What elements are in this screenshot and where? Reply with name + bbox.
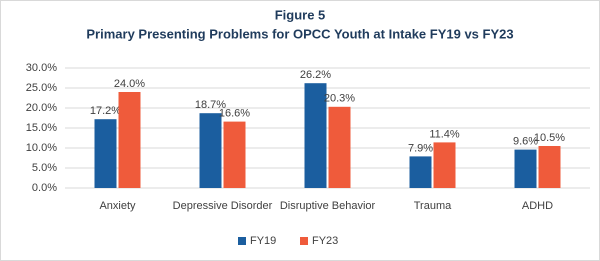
bar xyxy=(328,106,351,188)
value-label: 24.0% xyxy=(114,78,145,90)
x-tick-label: Trauma xyxy=(414,200,452,212)
y-tick-label: 10.0% xyxy=(26,142,57,154)
value-label: 17.2% xyxy=(90,105,121,117)
chart-subtitle: Primary Presenting Problems for OPCC You… xyxy=(86,26,513,41)
bar xyxy=(199,113,222,188)
value-label: 7.9% xyxy=(408,142,433,154)
x-tick-label: ADHD xyxy=(522,200,553,212)
y-tick-label: 25.0% xyxy=(26,82,57,94)
bar xyxy=(304,83,327,188)
bar xyxy=(94,119,117,188)
y-tick-label: 15.0% xyxy=(26,122,57,134)
bar xyxy=(538,146,561,188)
legend-swatch xyxy=(238,237,246,245)
y-tick-label: 30.0% xyxy=(26,62,57,74)
legend-swatch xyxy=(300,237,308,245)
value-label: 10.5% xyxy=(534,132,565,144)
x-tick-label: Disruptive Behavior xyxy=(280,200,376,212)
value-label: 9.6% xyxy=(513,136,538,148)
value-label: 16.6% xyxy=(219,108,250,120)
value-label: 20.3% xyxy=(324,93,355,105)
y-tick-label: 5.0% xyxy=(32,162,57,174)
value-label: 26.2% xyxy=(300,69,331,81)
bar xyxy=(118,92,141,188)
legend-label: FY19 xyxy=(250,235,276,247)
value-label: 11.4% xyxy=(429,128,460,140)
bar xyxy=(223,121,246,188)
y-tick-label: 0.0% xyxy=(32,182,57,194)
x-tick-label: Anxiety xyxy=(99,200,136,212)
legend-label: FY23 xyxy=(312,235,338,247)
bar xyxy=(433,142,456,188)
bar xyxy=(514,149,537,188)
x-tick-label: Depressive Disorder xyxy=(173,200,273,212)
bar xyxy=(409,156,432,188)
value-label: 18.7% xyxy=(195,99,226,111)
y-tick-label: 20.0% xyxy=(26,102,57,114)
chart-title: Figure 5 xyxy=(275,7,326,22)
